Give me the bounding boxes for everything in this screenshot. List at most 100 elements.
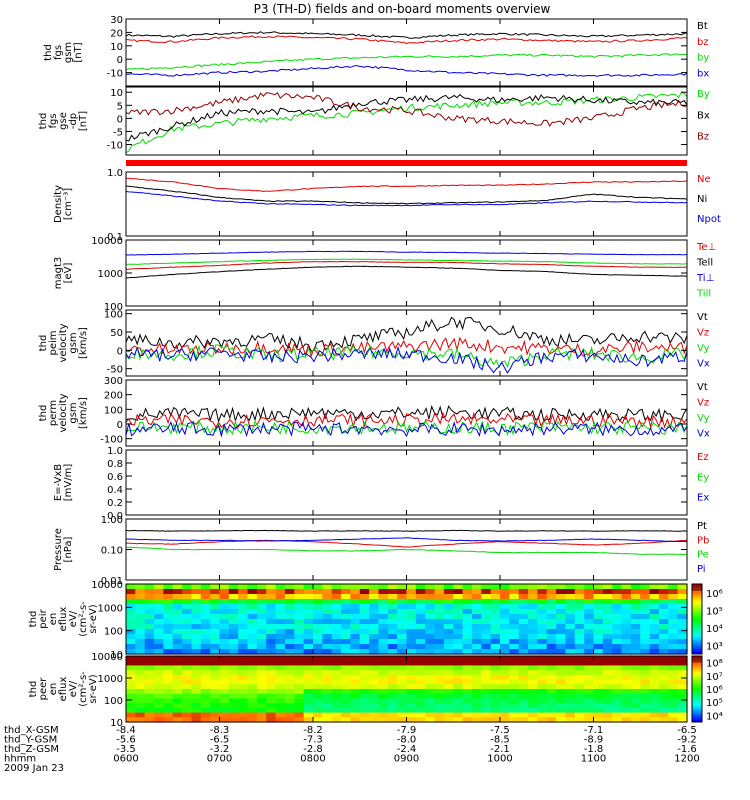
heatmap-cell <box>537 693 548 700</box>
heatmap-cell <box>397 712 408 718</box>
heatmap-cell <box>453 660 464 667</box>
heatmap-cell <box>556 599 567 605</box>
heatmap-cell <box>387 649 398 655</box>
heatmap-cell <box>509 679 520 685</box>
heatmap-cell <box>668 665 679 671</box>
heatmap-cell <box>640 670 651 676</box>
heatmap-cell <box>621 698 632 704</box>
heatmap-cell <box>172 609 183 615</box>
legend-entry: Ey <box>697 472 709 483</box>
heatmap-cell <box>163 656 174 662</box>
x-tick-label: -1.8 <box>584 744 604 755</box>
heatmap-cell <box>126 707 136 714</box>
heatmap-cell <box>621 644 632 650</box>
heatmap-cell <box>303 649 314 655</box>
y-label-line: thd <box>38 405 49 422</box>
series-line-Npot <box>125 191 688 207</box>
heatmap-cell <box>331 670 342 676</box>
heatmap-cell <box>182 629 193 635</box>
heatmap-cell <box>228 689 239 695</box>
heatmap-cell <box>658 624 669 630</box>
heatmap-cell <box>219 656 230 662</box>
heatmap-cell <box>630 614 641 620</box>
heatmap-cell <box>509 589 520 595</box>
heatmap-cell <box>163 689 174 695</box>
heatmap-cell <box>359 649 370 655</box>
heatmap-cell <box>256 649 267 655</box>
heatmap-cell <box>219 679 230 685</box>
heatmap-cell <box>481 679 492 685</box>
heatmap-cell <box>266 698 277 704</box>
heatmap-cell <box>126 594 136 600</box>
heatmap-cell <box>397 656 408 662</box>
heatmap-cell <box>509 660 520 667</box>
heatmap-cell <box>191 712 202 718</box>
heatmap-cell <box>556 717 567 723</box>
heatmap-cell <box>434 594 445 600</box>
heatmap-cell <box>378 679 389 685</box>
series-line-Bz <box>125 92 688 127</box>
heatmap-cell <box>602 639 613 645</box>
heatmap-cell <box>574 594 585 600</box>
heatmap-cell <box>602 634 613 640</box>
heatmap-cell <box>200 717 211 723</box>
heatmap-cell <box>350 679 361 685</box>
heatmap-cell <box>453 589 464 595</box>
heatmap-cell <box>135 712 146 718</box>
heatmap-cell <box>144 684 155 690</box>
heatmap-cell <box>649 629 660 635</box>
heatmap-cell <box>602 717 613 723</box>
y-tick-label: -10 <box>107 69 123 80</box>
heatmap-cell <box>612 670 623 676</box>
heatmap-cell <box>574 644 585 650</box>
heatmap-cell <box>359 698 370 704</box>
heatmap-cell <box>369 609 380 615</box>
heatmap-cell <box>303 670 314 676</box>
heatmap-cell <box>210 670 221 676</box>
heatmap-cell <box>350 639 361 645</box>
heatmap-cell <box>509 707 520 714</box>
heatmap-cell <box>584 656 595 662</box>
heatmap-cell <box>490 717 501 723</box>
heatmap-cell <box>509 693 520 700</box>
series-line-Ni <box>125 185 688 205</box>
heatmap-cell <box>275 717 286 723</box>
heatmap-cell <box>256 693 267 700</box>
heatmap-cell <box>509 604 520 610</box>
heatmap-cell <box>163 712 174 718</box>
heatmap-cell <box>406 670 417 676</box>
heatmap-cell <box>322 614 333 620</box>
heatmap-cell <box>537 624 548 630</box>
heatmap-cell <box>247 594 258 600</box>
heatmap-cell <box>602 584 613 590</box>
heatmap-cell <box>341 614 351 620</box>
y-tick-label: 100 <box>104 627 123 638</box>
heatmap-cell <box>182 712 193 718</box>
heatmap-cell <box>172 604 183 610</box>
heatmap-cell <box>490 594 501 600</box>
heatmap-cell <box>256 594 267 600</box>
heatmap-cell <box>294 707 305 714</box>
heatmap-cell <box>471 689 482 695</box>
heatmap-cell <box>313 589 323 595</box>
heatmap-cell <box>397 717 408 723</box>
heatmap-cell <box>154 670 164 676</box>
heatmap-cell <box>518 656 529 662</box>
heatmap-cell <box>574 679 585 685</box>
heatmap-cell <box>471 693 482 700</box>
heatmap-cell <box>453 674 464 681</box>
heatmap-cell <box>434 639 445 645</box>
heatmap-cell <box>453 594 464 600</box>
heatmap-cell <box>247 717 258 723</box>
heatmap-cell <box>621 679 632 685</box>
heatmap-cell <box>378 674 389 681</box>
heatmap-cell <box>350 584 361 590</box>
heatmap-cell <box>668 693 679 700</box>
heatmap-cell <box>500 717 510 723</box>
y-tick-label: 0 <box>117 114 123 125</box>
colorbar-segment <box>692 640 702 643</box>
colorbar-segment <box>692 695 702 699</box>
legend-entry: Ex <box>697 493 709 504</box>
heatmap-cell <box>546 639 557 645</box>
heatmap-cell <box>640 604 651 610</box>
